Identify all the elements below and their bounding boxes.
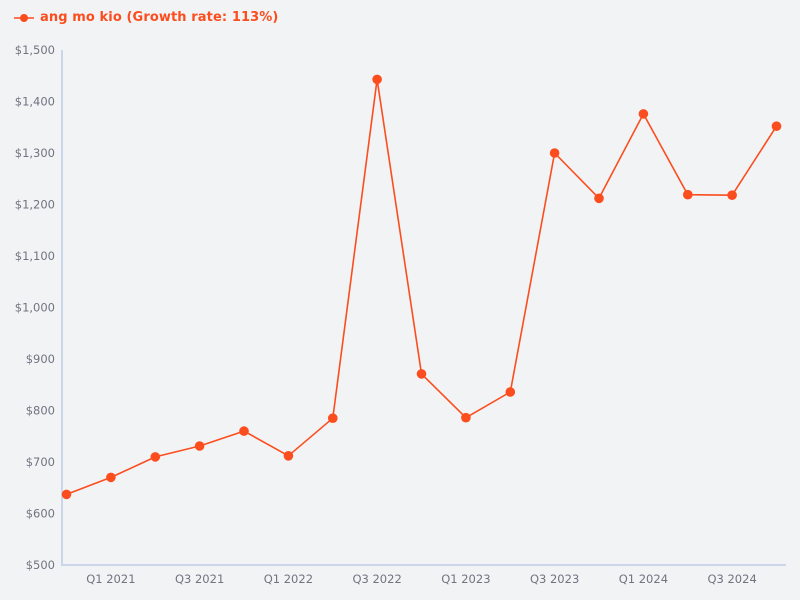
data-point-marker: [194, 441, 205, 451]
y-axis-tick-label: $1,500: [15, 43, 55, 57]
data-point-marker: [328, 413, 338, 424]
y-axis-tick-label: $1,100: [15, 249, 55, 263]
y-axis-tick-label: $1,400: [15, 95, 55, 109]
data-point-marker: [106, 472, 116, 483]
data-point-marker: [727, 190, 737, 200]
x-axis-tick-label: Q3 2021: [175, 572, 224, 586]
x-axis-tick-label: Q1 2021: [86, 572, 135, 586]
series-line: [66, 78, 778, 496]
data-point-marker: [150, 452, 161, 462]
y-axis-tick-label: $1,300: [15, 146, 55, 160]
data-point-marker: [416, 369, 427, 379]
y-axis-tick-label: $600: [26, 507, 55, 521]
y-axis-tick-label: $500: [26, 558, 55, 572]
y-axis-tick-label: $1,000: [15, 301, 55, 315]
y-axis-tick-label: $900: [26, 352, 55, 366]
data-point-marker: [549, 148, 560, 158]
data-point-marker: [594, 193, 604, 204]
data-point-marker: [372, 74, 382, 85]
x-axis-tick-label: Q1 2022: [264, 572, 313, 586]
y-axis-tick-label: $800: [26, 404, 55, 418]
data-point-marker: [283, 451, 294, 461]
y-axis-tick-label: $700: [26, 455, 55, 469]
legend-label: ang mo kio (Growth rate: 113%): [40, 10, 279, 25]
data-point-marker: [683, 189, 693, 200]
x-axis-tick-label: Q1 2023: [441, 572, 490, 586]
x-axis-tick-label: Q3 2022: [352, 572, 401, 586]
data-point-marker: [771, 121, 782, 131]
data-point-marker: [638, 109, 649, 119]
x-axis-tick-label: Q3 2023: [530, 572, 579, 586]
legend-line-dot-icon: [14, 13, 34, 22]
x-axis-tick-label: Q3 2024: [707, 572, 756, 586]
data-point-marker: [461, 412, 471, 423]
y-axis-tick-label: $1,200: [15, 198, 55, 212]
data-point-marker: [61, 489, 72, 500]
legend: ang mo kio (Growth rate: 113%): [13, 10, 278, 25]
data-point-marker: [505, 387, 516, 397]
data-point-marker: [239, 426, 249, 436]
x-axis-tick-label: Q1 2024: [619, 572, 668, 586]
